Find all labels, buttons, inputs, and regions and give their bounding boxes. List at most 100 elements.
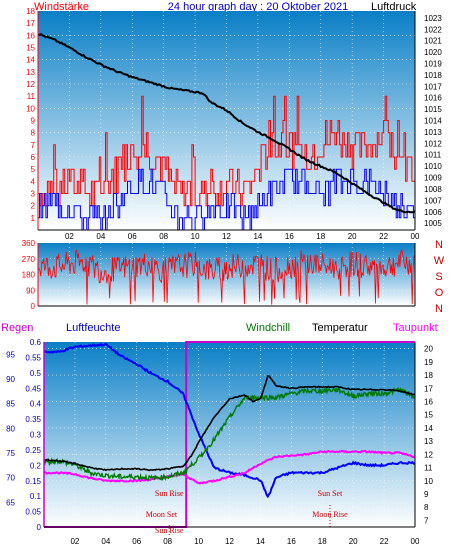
x-axis-wind: 02 04 06 08 10 12 14 16 18 20 22 00 [38, 229, 420, 241]
tick-label: 9 [31, 117, 36, 126]
tick-label: 12 [26, 80, 35, 89]
tick-label: 0 [31, 302, 36, 311]
tick-label: 1006 [424, 208, 442, 217]
tick-label: 7 [424, 516, 429, 525]
temperature-panel: Regen Luftfeuchte Windchill Temperatur T… [1, 322, 438, 546]
tick-label: 1023 [424, 14, 442, 23]
tick-label: 18 [26, 7, 35, 16]
tick-label: 0.05 [25, 508, 41, 517]
tick-label: 10 [26, 104, 35, 113]
annotations: Sun Rise Moon Set Sun Set Moon Rise Sun Rise [146, 489, 348, 537]
tick-label: 1016 [424, 94, 442, 103]
annotation-label: Moon Rise [312, 510, 348, 519]
direction-line [37, 248, 416, 305]
tick-label: 7 [31, 141, 36, 150]
tick-label: 20 [348, 232, 357, 241]
tick-label: 19 [424, 358, 433, 367]
tick-label: 0.3 [30, 431, 42, 440]
tick-label: 16 [26, 31, 35, 40]
tick-label: 1 [31, 214, 36, 223]
tick-label: 0.55 [25, 353, 41, 362]
annotation-label: Sun Set [318, 489, 343, 498]
tick-label: 10 [191, 232, 200, 241]
graph-title: 24 hour graph day : 20 Oktober 2021 [168, 1, 348, 13]
tick-label: 1014 [424, 117, 442, 126]
tick-label: 95 [6, 350, 15, 359]
tick-label: 360 [22, 239, 36, 248]
tick-label: 0.35 [25, 415, 41, 424]
tick-label: 10 [424, 477, 433, 486]
tick-label: 12 [225, 537, 234, 546]
tick-label: 0.5 [30, 369, 42, 378]
tick-label: 20 [424, 345, 433, 354]
direction-series [37, 248, 416, 305]
tick-label: 1010 [424, 162, 442, 171]
tick-label: 0.6 [30, 338, 42, 347]
compass-label: S [435, 271, 442, 283]
tick-label: 90 [26, 286, 35, 295]
tick-label: 6 [31, 153, 36, 162]
label-windchill: Windchill [246, 322, 290, 334]
tick-label: 1009 [424, 174, 442, 183]
tick-label: 14 [253, 232, 262, 241]
tick-label: 08 [163, 537, 172, 546]
tick-label: 1022 [424, 25, 442, 34]
wind-line [38, 95, 415, 207]
tick-label: 1018 [424, 71, 442, 80]
label-regen: Regen [1, 322, 33, 334]
rain-axis: 0 0.05 0.1 0.15 0.2 0.25 0.3 0.35 0.4 0.45 0.5 0.55… [25, 338, 45, 532]
pressure-series [37, 33, 416, 214]
tick-label: 04 [101, 537, 110, 546]
tick-label: 12 [222, 232, 231, 241]
tick-label: 1007 [424, 196, 442, 205]
grid-direction [38, 243, 415, 306]
tick-label: 10 [194, 537, 203, 546]
wind-series [38, 95, 415, 207]
tick-label: 17 [26, 19, 35, 28]
tick-label: 22 [379, 232, 388, 241]
x-axis-temperature: 02 04 06 08 10 12 14 16 18 20 22 00 [44, 526, 420, 546]
tick-label: 16 [424, 397, 433, 406]
tick-label: 75 [6, 449, 15, 458]
dewpoint-line [43, 449, 416, 485]
tick-label: 16 [287, 537, 296, 546]
windchill-series [43, 386, 416, 482]
tick-label: 18 [318, 537, 327, 546]
tick-label: 22 [380, 537, 389, 546]
tick-label: 0 [37, 523, 42, 532]
tick-label: 1019 [424, 59, 442, 68]
dewpoint-series [43, 449, 416, 485]
humidity-series [43, 342, 416, 499]
label-taupunkt: Taupunkt [393, 322, 438, 334]
annotation-label: Sun Rise [155, 526, 184, 535]
tick-label: 85 [6, 400, 15, 409]
right-label-luftdruck: Luftdruck [371, 1, 417, 13]
wind-blue-line [38, 168, 415, 231]
annotation-label: Moon Set [146, 510, 178, 519]
tick-label: 20 [349, 537, 358, 546]
label-luftfeuchte: Luftfeuchte [66, 322, 120, 334]
tick-label: 06 [128, 232, 137, 241]
tick-label: 90 [6, 375, 15, 384]
tick-label: 180 [22, 271, 36, 280]
tick-label: 02 [65, 232, 74, 241]
tick-label: 9 [424, 490, 429, 499]
tick-label: 17 [424, 384, 433, 393]
compass-label: N [435, 239, 443, 251]
tick-label: 00 [411, 232, 420, 241]
tick-label: 1012 [424, 139, 442, 148]
windchill-line [43, 386, 416, 482]
humidity-axis: 65 70 75 80 85 90 95 [6, 350, 15, 507]
tick-label: 15 [424, 411, 433, 420]
tick-label: 80 [6, 424, 15, 433]
tick-label: 06 [132, 537, 141, 546]
tick-label: 1017 [424, 82, 442, 91]
tick-label: 1021 [424, 37, 442, 46]
tick-label: 1005 [424, 219, 442, 228]
tick-label: 18 [424, 371, 433, 380]
tick-label: 2 [31, 202, 36, 211]
